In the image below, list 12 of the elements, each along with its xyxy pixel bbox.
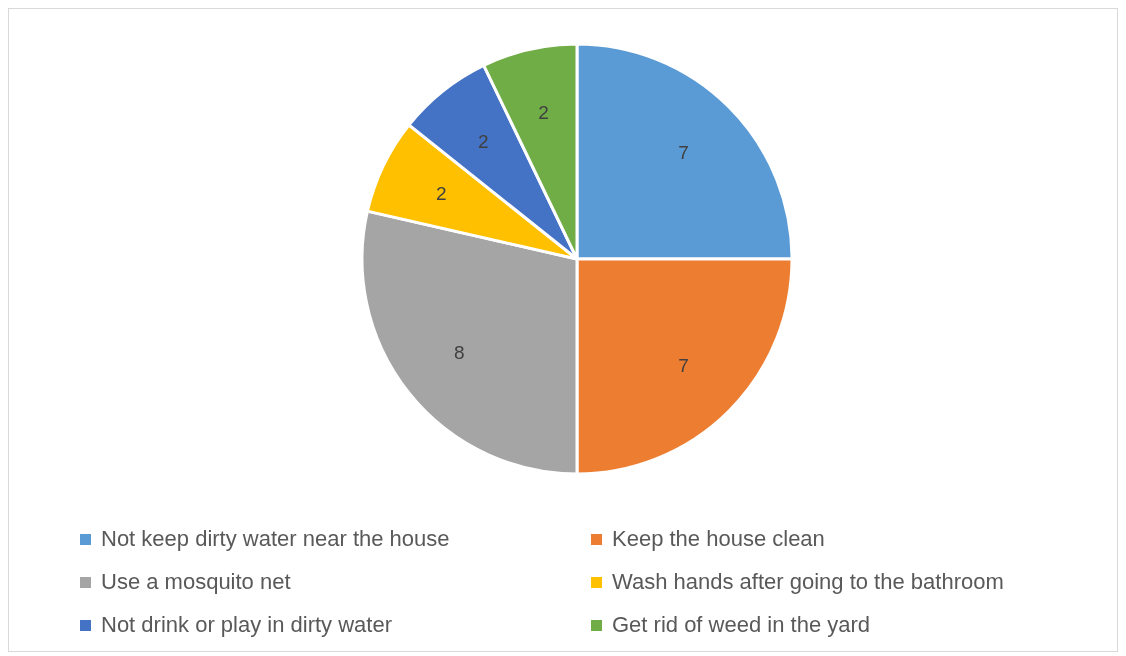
data-label: 2 — [538, 101, 549, 123]
legend-label: Get rid of weed in the yard — [612, 612, 871, 638]
legend-label: Use a mosquito net — [101, 569, 291, 595]
legend-label: Wash hands after going to the bathroom — [612, 569, 1004, 595]
data-label: 2 — [436, 183, 447, 205]
data-label: 7 — [678, 354, 689, 376]
legend-label: Keep the house clean — [612, 526, 825, 552]
data-label: 8 — [454, 342, 465, 364]
legend-label: Not keep dirty water near the house — [101, 526, 450, 552]
legend-label: Not drink or play in dirty water — [101, 612, 392, 638]
data-label: 7 — [678, 142, 689, 164]
data-label: 2 — [477, 130, 489, 152]
